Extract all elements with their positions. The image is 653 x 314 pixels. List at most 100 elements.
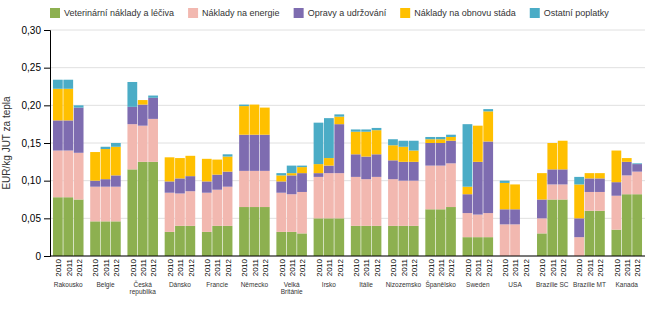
bar-segment: [372, 130, 382, 154]
bar-segment: [537, 173, 547, 174]
group-label: Španělsko: [425, 280, 456, 289]
bar-segment: [276, 232, 286, 256]
bar-segment: [574, 184, 584, 218]
tick-label: 2011: [213, 258, 222, 276]
tick-label: 0,20: [22, 100, 42, 111]
tick-label: 2011: [623, 258, 632, 276]
tick: 2010: [352, 258, 361, 276]
chart-container: Veterinární náklady a léčivaNáklady na e…: [0, 0, 653, 314]
bar-segment: [446, 135, 456, 137]
tick-label: 0,15: [22, 138, 42, 149]
bar-segment: [202, 159, 212, 182]
bar-segment: [425, 137, 435, 139]
series: [53, 98, 642, 237]
legend-swatch: [400, 8, 410, 18]
tick-label: 2010: [613, 258, 622, 276]
tick-label: 2010: [203, 258, 212, 276]
bar-segment: [101, 187, 111, 222]
bars: [53, 80, 642, 256]
tick-label: 2011: [511, 258, 520, 276]
bar-segment: [334, 218, 344, 256]
bar-segment: [473, 237, 483, 256]
bar-segment: [74, 108, 84, 153]
bar-segment: [388, 226, 398, 256]
bar-segment: [260, 171, 270, 207]
bar-segment: [165, 232, 175, 256]
bar-segment: [473, 215, 483, 238]
group-label: USA: [508, 281, 522, 288]
tick: 2010: [464, 258, 473, 276]
bar-segment: [202, 181, 212, 192]
chart: Veterinární náklady a léčivaNáklady na e…: [0, 0, 653, 314]
bar-segment: [595, 192, 605, 211]
bar-segment: [632, 164, 642, 165]
legend-label: Náklady na obnovu stáda: [414, 8, 516, 18]
tick-label: 2010: [278, 258, 287, 276]
bar-segment: [510, 184, 520, 185]
bar-segment: [297, 166, 307, 168]
bar-segment: [111, 175, 121, 186]
bar-segment: [622, 194, 632, 256]
tick-label: 2012: [112, 258, 121, 276]
tick: 2010: [240, 258, 249, 276]
tick: 2012: [559, 258, 568, 276]
bar-segment: [53, 89, 63, 121]
bar-segment: [334, 173, 344, 218]
tick-label: 2012: [596, 258, 605, 276]
bar-segment: [361, 157, 371, 180]
bar-segment: [558, 200, 568, 257]
bar-segment: [622, 175, 632, 194]
bar-segment: [185, 226, 195, 256]
tick: 2010: [389, 258, 398, 276]
bar-segment: [324, 158, 334, 166]
group-label: Nizozemsko: [386, 281, 422, 288]
group-label: Německo: [241, 281, 269, 288]
group-label: Českárepublika: [130, 280, 157, 296]
group-label: Dánsko: [169, 281, 191, 288]
bar-segment: [510, 209, 520, 224]
bar-segment: [101, 149, 111, 179]
tick: 2011: [325, 258, 334, 276]
tick-label: 2012: [298, 258, 307, 276]
bar-segment: [74, 105, 84, 107]
tick: 2011: [474, 258, 483, 276]
bar-segment: [595, 173, 605, 178]
bar-segment: [260, 108, 270, 135]
tick: 2010: [166, 258, 175, 276]
legend-label: Opravy a udržování: [308, 8, 387, 18]
bar-segment: [63, 89, 73, 121]
bar-segment: [388, 160, 398, 179]
bar-segment: [297, 192, 307, 233]
bar-segment: [351, 177, 361, 226]
bar-segment: [74, 200, 84, 257]
tick: 2010: [613, 258, 622, 276]
tick-label: 2011: [325, 258, 334, 276]
bar-segment: [239, 106, 249, 135]
tick-mark: [44, 105, 50, 106]
bar-segment: [361, 226, 371, 256]
tick: 2010: [91, 258, 100, 276]
bar-segment: [483, 141, 493, 213]
bar-segment: [185, 176, 195, 191]
bar-segment: [446, 163, 456, 207]
bar-segment: [537, 233, 547, 256]
legend-swatch: [50, 8, 60, 18]
bar-segment: [185, 155, 195, 156]
tick-label: 2012: [485, 258, 494, 276]
bar-segment: [388, 179, 398, 226]
bar-segment: [483, 109, 493, 111]
bar-segment: [297, 233, 307, 256]
tick: 2010: [427, 258, 436, 276]
tick-label: 2012: [447, 258, 456, 276]
bar-segment: [250, 135, 260, 171]
bar-segment: [314, 177, 324, 218]
bar-segment: [260, 135, 270, 171]
bar-segment: [250, 104, 260, 105]
tick-mark: [44, 256, 50, 257]
bar-segment: [351, 154, 361, 177]
tick-label: 2012: [224, 258, 233, 276]
bar-segment: [351, 129, 361, 131]
tick-label: 2011: [288, 258, 297, 276]
bar-segment: [611, 230, 621, 256]
bar-segment: [314, 173, 324, 177]
